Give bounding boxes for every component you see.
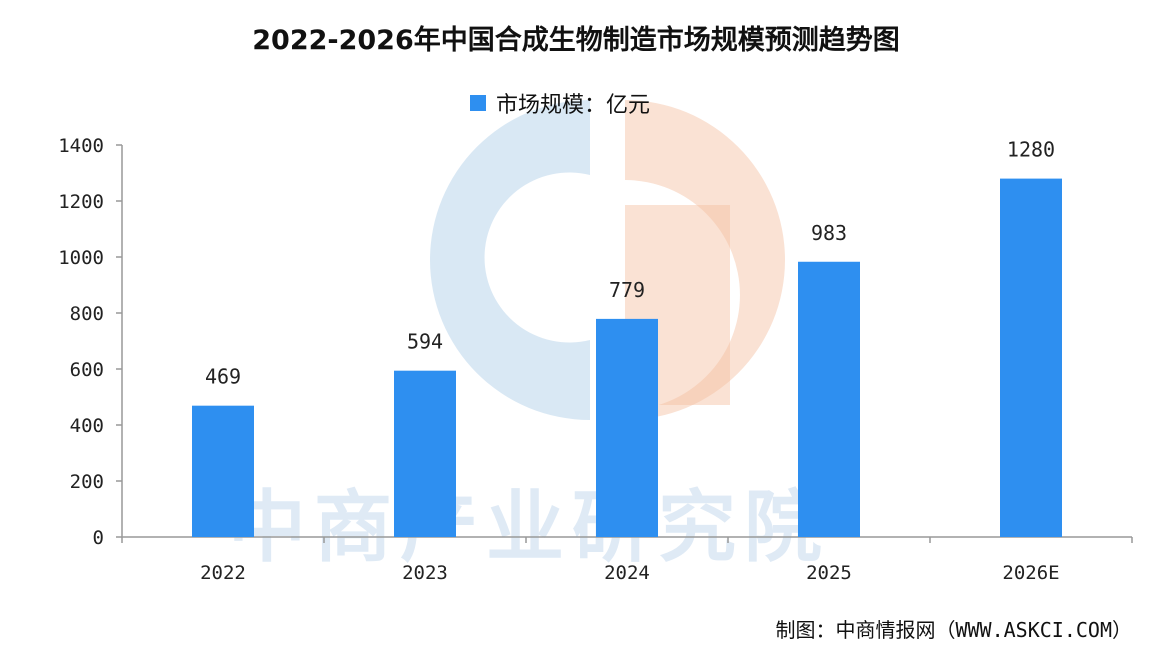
y-tick-label: 600 bbox=[70, 359, 104, 381]
bar bbox=[798, 261, 860, 537]
y-tick-label: 0 bbox=[93, 527, 104, 549]
legend-swatch bbox=[470, 95, 486, 111]
bar bbox=[596, 318, 658, 537]
y-tick-label: 200 bbox=[70, 471, 104, 493]
data-label: 779 bbox=[609, 278, 645, 302]
x-tick-label: 2025 bbox=[806, 562, 852, 584]
chart-title: 2022-2026年中国合成生物制造市场规模预测趋势图 bbox=[252, 25, 900, 56]
y-tick-label: 1000 bbox=[58, 247, 104, 269]
source-credit: 制图：中商情报网（WWW.ASKCI.COM） bbox=[775, 618, 1132, 642]
watermark-text: 中商产业研究院 bbox=[228, 483, 831, 573]
x-tick-label: 2022 bbox=[200, 562, 246, 584]
x-tick-label: 2024 bbox=[604, 562, 650, 584]
data-label: 469 bbox=[205, 365, 241, 389]
legend-label: 市场规模：亿元 bbox=[496, 93, 651, 118]
x-tick-label: 2026E bbox=[1002, 562, 1059, 584]
bar bbox=[192, 405, 254, 537]
y-tick-label: 1200 bbox=[58, 191, 104, 213]
y-tick-label: 400 bbox=[70, 415, 104, 437]
y-tick-label: 800 bbox=[70, 303, 104, 325]
data-label: 983 bbox=[811, 221, 847, 245]
data-label: 594 bbox=[407, 330, 443, 354]
x-tick-label: 2023 bbox=[402, 562, 448, 584]
legend: 市场规模：亿元 bbox=[470, 89, 651, 118]
y-tick-label: 1400 bbox=[58, 135, 104, 157]
data-label: 1280 bbox=[1007, 138, 1055, 162]
bar bbox=[394, 370, 456, 537]
bar bbox=[1000, 178, 1062, 537]
